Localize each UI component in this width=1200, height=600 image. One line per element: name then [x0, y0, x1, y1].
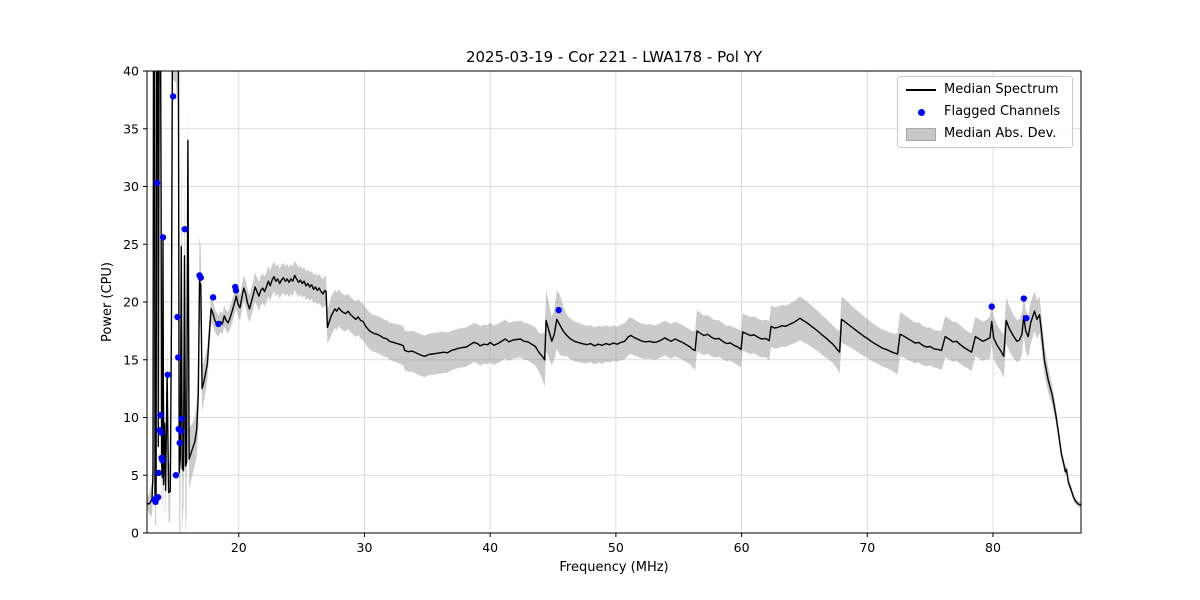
legend-label: Flagged Channels	[944, 104, 1061, 119]
flagged-channel-point	[988, 303, 995, 310]
legend-key	[898, 89, 944, 91]
flagged-channel-point	[555, 306, 562, 314]
legend-item-flagged-channels: Flagged Channels	[898, 101, 1072, 123]
flagged-channel-point	[1020, 295, 1028, 302]
y-axis-label: Power (CPU)	[100, 262, 115, 343]
legend-label: Median Abs. Dev.	[944, 126, 1057, 141]
flagged-channel-point	[164, 371, 171, 378]
flagged-channel-point	[169, 93, 177, 100]
y-tick-label: 20	[123, 295, 139, 310]
x-tick-label: 60	[734, 540, 750, 555]
x-axis-label: Frequency (MHz)	[559, 560, 669, 575]
flagged-channel-point	[181, 226, 188, 233]
flagged-channel-point	[155, 469, 162, 477]
y-tick-label: 15	[123, 352, 139, 367]
y-tick-label: 0	[131, 526, 139, 541]
flagged-channel-point	[177, 428, 185, 435]
flagged-channel-point	[1023, 314, 1030, 322]
y-tick-label: 40	[123, 64, 139, 79]
x-tick-label: 40	[482, 540, 498, 555]
legend-label: Median Spectrum	[944, 82, 1059, 97]
y-tick-label: 25	[123, 237, 139, 252]
flagged-channel-point	[172, 472, 180, 479]
x-tick-label: 20	[231, 540, 247, 555]
flagged-channel-point	[153, 179, 161, 187]
flagged-channel-point	[154, 493, 162, 501]
flagged-channel-point	[178, 415, 185, 422]
x-tick-label: 30	[357, 540, 373, 555]
flagged-channel-point	[209, 294, 217, 301]
y-tick-label: 35	[123, 121, 139, 136]
legend-key	[898, 108, 944, 116]
flagged-channel-point	[174, 354, 182, 361]
flagged-channel-point	[157, 429, 165, 436]
legend-key	[898, 127, 944, 141]
chart-title: 2025-03-19 - Cor 221 - LWA178 - Pol YY	[465, 48, 763, 66]
median-line-swatch-icon	[906, 89, 936, 91]
mad-band	[147, 71, 1081, 533]
y-tick-label: 10	[123, 410, 139, 425]
mad-band-swatch-icon	[906, 127, 936, 141]
flagged-channel-point	[159, 457, 166, 464]
x-tick-label: 70	[859, 540, 875, 555]
flagged-channel-point	[176, 439, 183, 447]
flagged-dot-swatch-icon	[917, 108, 925, 116]
flagged-channel-point	[215, 320, 222, 328]
legend-item-median-spectrum: Median Spectrum	[898, 79, 1072, 101]
flagged-channel-point	[159, 234, 167, 241]
legend-item-mad: Median Abs. Dev.	[898, 123, 1072, 145]
legend: Median Spectrum Flagged Channels Median …	[897, 76, 1073, 148]
flagged-channel-point	[197, 274, 205, 281]
x-tick-label: 50	[608, 540, 624, 555]
flagged-channel-point	[157, 411, 164, 419]
flagged-channel-point	[232, 287, 240, 294]
y-tick-label: 30	[123, 179, 139, 194]
x-tick-label: 80	[985, 540, 1001, 555]
y-tick-label: 5	[131, 468, 139, 483]
flagged-channel-point	[174, 313, 181, 321]
